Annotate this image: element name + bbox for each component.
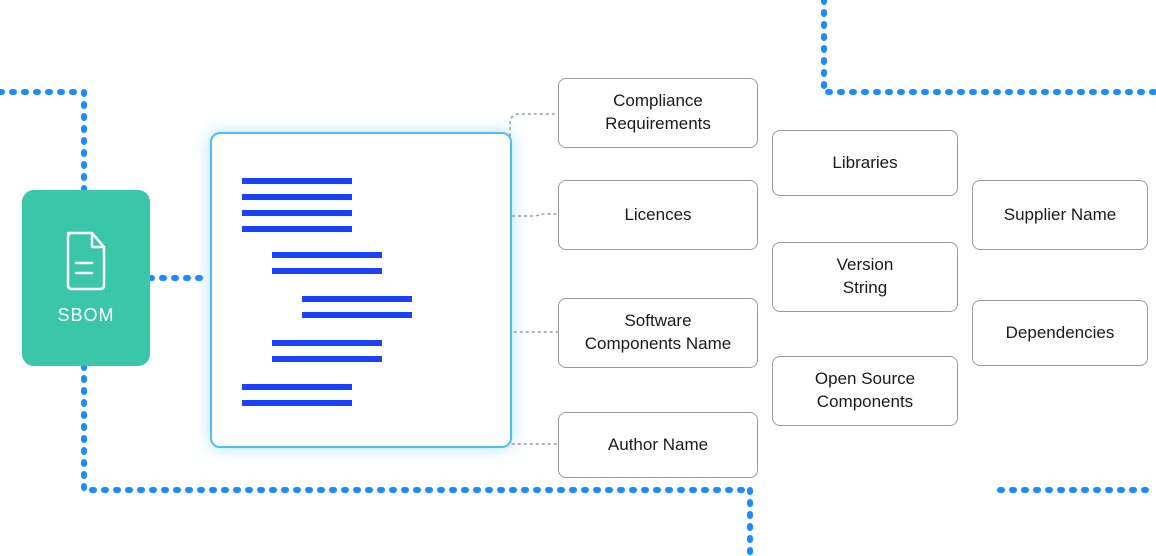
card-dependencies: Dependencies bbox=[972, 300, 1148, 366]
card-licences: Licences bbox=[558, 180, 758, 250]
code-line bbox=[302, 296, 412, 302]
card-compliance: ComplianceRequirements bbox=[558, 78, 758, 148]
code-line bbox=[272, 356, 382, 362]
sbom-card: SBOM bbox=[22, 190, 150, 366]
document-icon bbox=[62, 231, 110, 291]
blue-dotted-connector bbox=[0, 92, 84, 190]
code-line bbox=[242, 210, 352, 216]
card-opensource: Open SourceComponents bbox=[772, 356, 958, 426]
code-line bbox=[272, 268, 382, 274]
code-line bbox=[272, 252, 382, 258]
code-line bbox=[242, 194, 352, 200]
code-line bbox=[242, 178, 352, 184]
card-supplier: Supplier Name bbox=[972, 180, 1148, 250]
code-line bbox=[242, 226, 352, 232]
card-version: VersionString bbox=[772, 242, 958, 312]
code-line bbox=[242, 384, 352, 390]
sbom-label: SBOM bbox=[57, 305, 114, 326]
code-line bbox=[272, 340, 382, 346]
card-libraries: Libraries bbox=[772, 130, 958, 196]
card-author: Author Name bbox=[558, 412, 758, 478]
code-line bbox=[242, 400, 352, 406]
card-software: SoftwareComponents Name bbox=[558, 298, 758, 368]
code-line bbox=[302, 312, 412, 318]
blue-dotted-connector bbox=[824, 0, 1156, 92]
